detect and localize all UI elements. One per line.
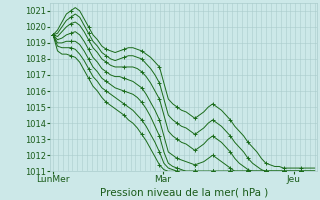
X-axis label: Pression niveau de la mer( hPa ): Pression niveau de la mer( hPa ) [100, 187, 268, 197]
